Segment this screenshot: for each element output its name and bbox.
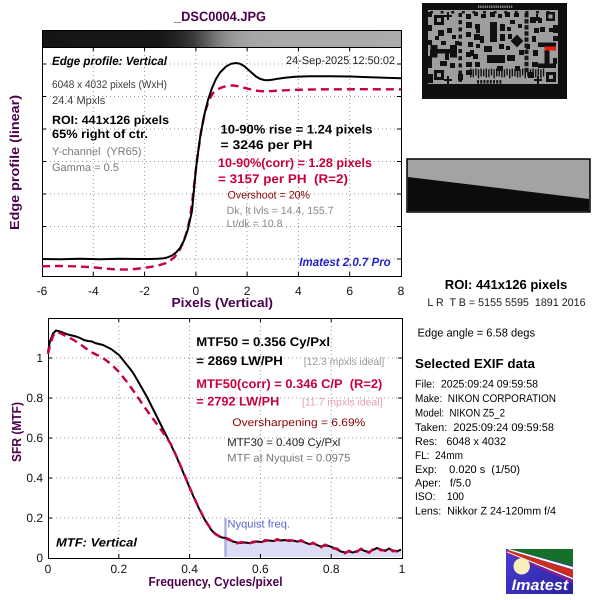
svg-text:Exp: 0.020 s (1/50): Exp: 0.020 s (1/50) [415, 464, 520, 476]
svg-text:-4: -4 [88, 284, 99, 298]
svg-text:0.2: 0.2 [110, 562, 127, 576]
svg-text:Oversharpening = 6.69%: Oversharpening = 6.69% [232, 417, 365, 429]
svg-text:0.6: 0.6 [26, 431, 43, 445]
svg-text:-2: -2 [139, 284, 150, 298]
svg-text:Aper: f/5.0: Aper: f/5.0 [415, 478, 471, 490]
svg-text:0: 0 [45, 562, 52, 576]
svg-text:MTF: Vertical: MTF: Vertical [56, 536, 138, 550]
svg-text:SFR (MTF): SFR (MTF) [9, 402, 24, 462]
svg-text:Make: NIKON CORPORATION: Make: NIKON CORPORATION [415, 393, 556, 405]
svg-text:0.8: 0.8 [26, 391, 43, 405]
svg-text:10-90% rise = 1.24 pixels: 10-90% rise = 1.24 pixels [221, 123, 373, 137]
svg-text:[11.7 mpxls ideal]: [11.7 mpxls ideal] [302, 397, 383, 409]
svg-text:[12.3 mpxls ideal]: [12.3 mpxls ideal] [304, 356, 385, 368]
svg-text:-6: -6 [37, 284, 48, 298]
svg-text:Frequency, Cycles/pixel: Frequency, Cycles/pixel [149, 574, 283, 589]
svg-text:1: 1 [399, 562, 406, 576]
svg-text:Selected EXIF data: Selected EXIF data [415, 356, 536, 371]
svg-text:= 3157 per PH (R=2): = 3157 per PH (R=2) [218, 172, 348, 186]
svg-text:MTF50(corr) = 0.346 C/P (R=2): MTF50(corr) = 0.346 C/P (R=2) [196, 377, 382, 391]
svg-text:= 3246 per PH: = 3246 per PH [221, 138, 313, 152]
svg-text:= 2792 LW/PH: = 2792 LW/PH [196, 395, 279, 409]
svg-text:6: 6 [346, 284, 353, 298]
svg-text:MTF at Nyquist = 0.0975: MTF at Nyquist = 0.0975 [227, 453, 350, 465]
svg-text:0.2: 0.2 [26, 511, 43, 525]
svg-text:0.6: 0.6 [252, 562, 269, 576]
svg-text:Overshoot = 20%: Overshoot = 20% [228, 190, 311, 202]
svg-text:Edge angle = 6.58 degs: Edge angle = 6.58 degs [418, 328, 536, 340]
svg-text:Nyquist freq.: Nyquist freq. [228, 519, 291, 531]
svg-text:MTF30 = 0.409 Cy/Pxl: MTF30 = 0.409 Cy/Pxl [227, 437, 340, 449]
svg-text:L R T B = 5155 5595 1891 201: L R T B = 5155 5595 1891 2016 [427, 297, 585, 309]
svg-text:Lt/dk = 10.8: Lt/dk = 10.8 [227, 218, 283, 230]
svg-text:24-Sep-2025 12:50:02: 24-Sep-2025 12:50:02 [286, 55, 395, 67]
svg-text:Y-channel (YR65): Y-channel (YR65) [52, 146, 141, 158]
svg-text:24.4 Mpxls: 24.4 Mpxls [52, 95, 106, 107]
svg-text:Imatest: Imatest [512, 577, 570, 594]
svg-text:MTF50 = 0.356 Cy/Pxl: MTF50 = 0.356 Cy/Pxl [196, 335, 330, 349]
svg-text:Edge profile (linear): Edge profile (linear) [7, 95, 22, 230]
svg-text:Model: NIKON Z5_2: Model: NIKON Z5_2 [415, 408, 505, 420]
svg-text:2: 2 [244, 284, 251, 298]
svg-text:Res: 6048 x 4032: Res: 6048 x 4032 [415, 436, 506, 448]
svg-text:Pixels (Vertical): Pixels (Vertical) [172, 295, 274, 310]
svg-text:1: 1 [36, 351, 43, 365]
svg-text:Gamma = 0.5: Gamma = 0.5 [52, 162, 119, 174]
svg-text:_DSC0004.JPG: _DSC0004.JPG [173, 9, 266, 24]
svg-text:0.8: 0.8 [323, 562, 340, 576]
svg-text:Imatest 2.0.7 Pro: Imatest 2.0.7 Pro [299, 255, 390, 269]
svg-text:Lens: Nikkor Z 24-120mm f/4: Lens: Nikkor Z 24-120mm f/4 [415, 506, 556, 518]
svg-text:0: 0 [193, 284, 200, 298]
svg-text:= 2869 LW/PH: = 2869 LW/PH [196, 354, 282, 368]
svg-text:65% right of ctr.: 65% right of ctr. [52, 127, 148, 141]
svg-text:0.4: 0.4 [181, 562, 198, 576]
svg-text:8: 8 [398, 284, 405, 298]
svg-text:ROI: 441x126 pixels: ROI: 441x126 pixels [52, 113, 169, 127]
svg-text:Dk, lt lvls = 14.4, 155.7: Dk, lt lvls = 14.4, 155.7 [227, 205, 334, 217]
svg-text:4: 4 [295, 284, 302, 298]
svg-text:6048 x 4032 pixels (WxH): 6048 x 4032 pixels (WxH) [52, 79, 167, 91]
svg-text:0: 0 [36, 551, 43, 565]
svg-text:File: 2025:09:24 09:59:58: File: 2025:09:24 09:59:58 [415, 379, 538, 391]
svg-text:ISO: 100: ISO: 100 [415, 491, 464, 503]
svg-text:Taken: 2025:09:24 09:59:58: Taken: 2025:09:24 09:59:58 [415, 422, 554, 434]
svg-text:FL: 24mm: FL: 24mm [415, 450, 463, 462]
svg-text:0.4: 0.4 [26, 471, 43, 485]
svg-text:10-90%(corr) = 1.28 pixels: 10-90%(corr) = 1.28 pixels [218, 156, 372, 170]
svg-text:Edge profile: Vertical: Edge profile: Vertical [52, 54, 168, 68]
svg-text:ROI: 441x126 pixels: ROI: 441x126 pixels [445, 277, 568, 292]
